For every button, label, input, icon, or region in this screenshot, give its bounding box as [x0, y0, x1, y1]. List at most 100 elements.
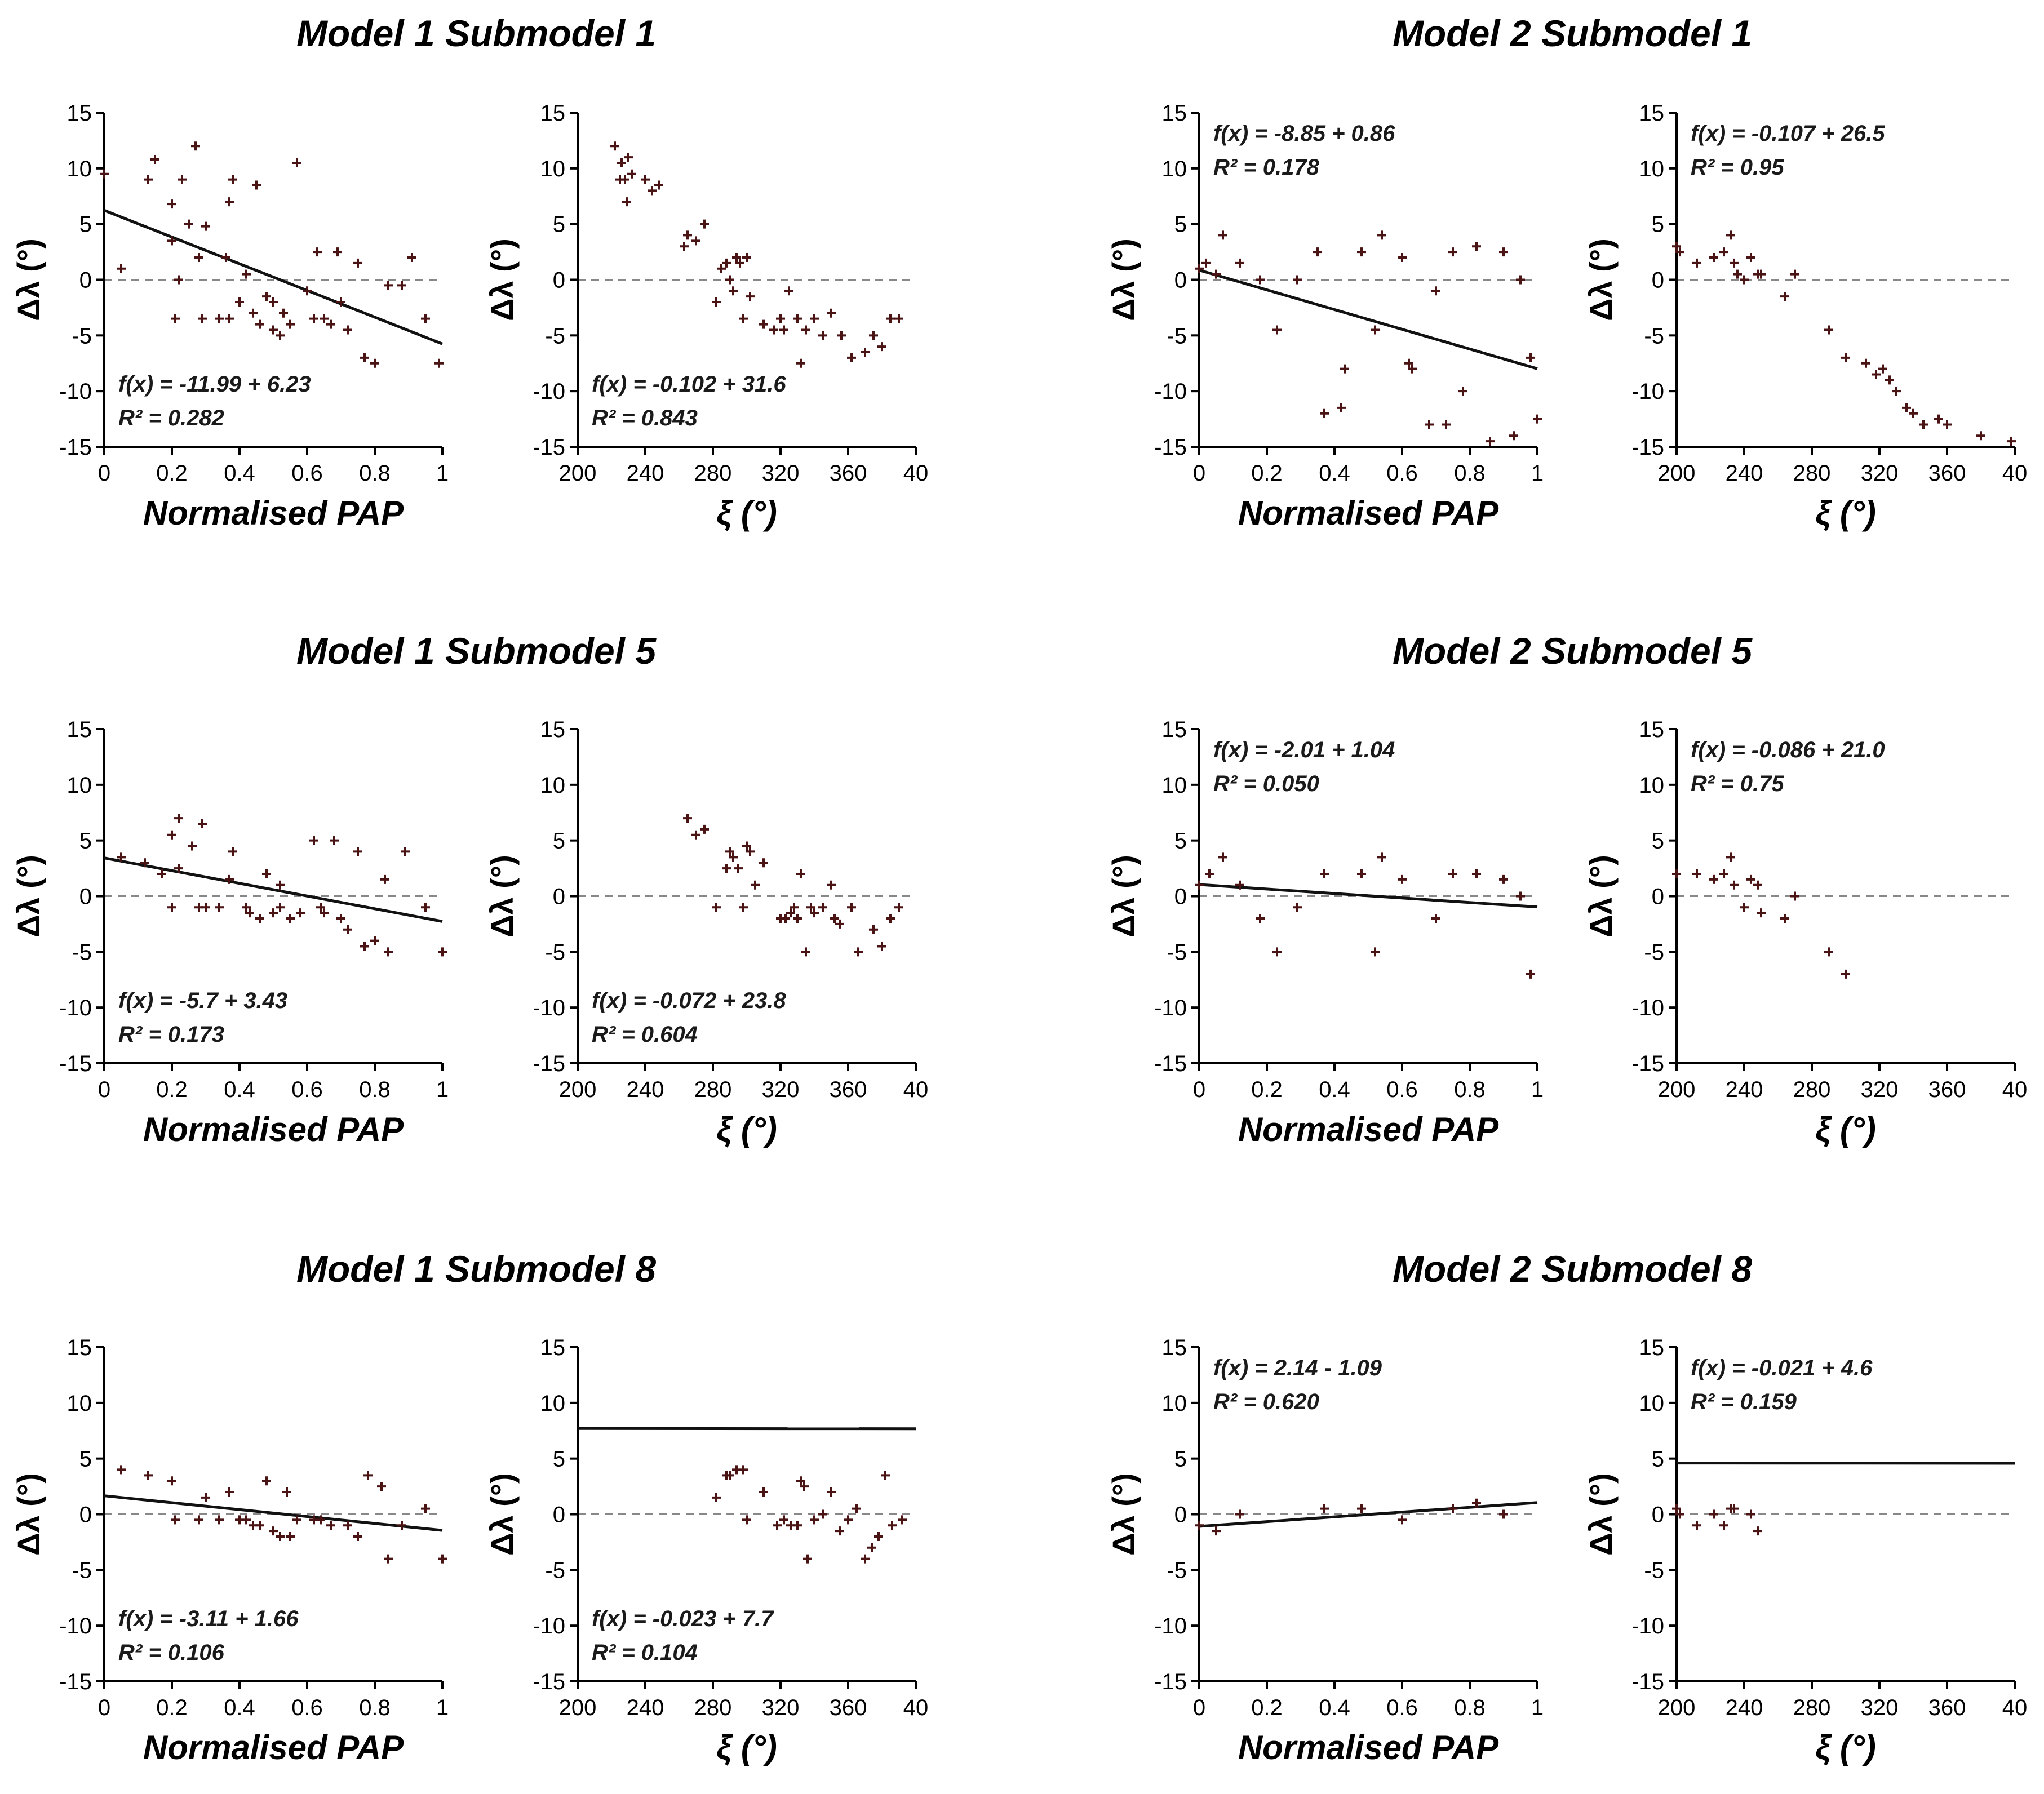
x-tick-label: 0.2: [156, 1695, 188, 1720]
data-point: [781, 914, 790, 923]
data-point: [1824, 947, 1833, 957]
data-point: [746, 847, 755, 856]
y-tick-label: 0: [553, 885, 565, 909]
data-point: [888, 1521, 897, 1530]
data-point: [725, 1471, 734, 1480]
data-point: [835, 1526, 844, 1536]
y-tick-label: -10: [59, 996, 92, 1020]
data-point: [245, 908, 254, 918]
data-point: [363, 1471, 373, 1480]
data-point: [215, 314, 224, 323]
data-point: [282, 1487, 291, 1497]
y-tick-label: 10: [1162, 157, 1187, 181]
x-tick-label: 0.2: [1251, 461, 1283, 486]
panel-title-m1s5: Model 1 Submodel 5: [296, 630, 657, 672]
data-point: [198, 314, 207, 323]
y-tick-label: 15: [1639, 717, 1665, 742]
y-tick-label: -10: [533, 379, 565, 404]
r-squared-label: R² = 0.604: [592, 1022, 698, 1047]
x-tick-label: 320: [1861, 461, 1899, 486]
data-point: [174, 814, 183, 823]
y-tick-label: -5: [72, 323, 92, 348]
data-point: [215, 903, 224, 912]
data-point: [861, 347, 870, 357]
data-point: [1675, 247, 1684, 257]
y-tick-label: 0: [79, 268, 92, 293]
data-point: [221, 252, 230, 262]
data-point: [648, 186, 657, 196]
data-point: [1885, 375, 1894, 385]
x-tick-label: 0.4: [1319, 1695, 1350, 1720]
data-point: [438, 1554, 447, 1564]
y-tick-label: -15: [1631, 1669, 1664, 1694]
data-point: [827, 880, 836, 890]
data-point: [827, 1487, 836, 1497]
x-axis-label: Normalised PAP: [143, 1729, 404, 1766]
panel-title-m1s1: Model 1 Submodel 1: [296, 12, 656, 54]
data-point: [1357, 1504, 1366, 1513]
x-axis-label: Normalised PAP: [143, 1111, 404, 1148]
data-point: [1672, 1504, 1681, 1513]
data-point: [810, 1515, 819, 1525]
y-tick-label: -15: [59, 1669, 92, 1694]
data-point: [1320, 869, 1329, 878]
data-point: [1235, 258, 1244, 268]
y-tick-label: 15: [67, 1335, 92, 1360]
data-point: [847, 353, 856, 362]
y-tick-label: -15: [533, 1669, 565, 1694]
x-tick-label: 240: [1726, 1077, 1763, 1102]
data-point: [194, 1515, 203, 1525]
data-point: [255, 1521, 264, 1530]
y-axis-label: Δλ (°): [1106, 238, 1141, 321]
data-point: [793, 314, 802, 323]
data-point: [1730, 258, 1739, 268]
data-point: [353, 258, 362, 268]
y-tick-label: -10: [1631, 379, 1664, 404]
data-point: [732, 252, 741, 262]
data-point: [803, 1554, 812, 1564]
data-point: [1709, 874, 1718, 884]
y-tick-label: 5: [1174, 1447, 1187, 1472]
data-point: [201, 221, 210, 231]
data-point: [617, 158, 626, 167]
data-point: [784, 286, 793, 296]
x-tick-label: 280: [1793, 1077, 1831, 1102]
data-point: [333, 247, 342, 257]
fit-line: [104, 856, 443, 923]
data-point: [1841, 353, 1850, 362]
x-tick-label: 240: [627, 1695, 664, 1720]
data-point: [1340, 364, 1349, 374]
data-point: [276, 903, 285, 912]
data-point: [167, 199, 176, 209]
x-tick-label: 200: [559, 1695, 597, 1720]
data-point: [1719, 1521, 1728, 1530]
data-point: [1726, 852, 1735, 862]
y-tick-label: -5: [72, 940, 92, 965]
data-point: [1692, 258, 1701, 268]
data-point: [296, 908, 305, 918]
data-point: [1256, 275, 1265, 285]
x-tick-label: 360: [1928, 1077, 1966, 1102]
data-point: [1730, 1504, 1739, 1513]
x-tick-label: 0.4: [224, 461, 255, 486]
y-tick-label: 15: [1162, 101, 1187, 126]
y-tick-label: -10: [59, 1614, 92, 1638]
data-point: [776, 314, 785, 323]
x-tick-label: 0: [1193, 1077, 1205, 1102]
y-tick-label: 0: [79, 885, 92, 909]
y-tick-label: 10: [540, 773, 566, 798]
data-point: [854, 947, 863, 957]
data-point: [1499, 874, 1508, 884]
x-tick-label: 40: [2002, 1695, 2028, 1720]
data-point: [861, 1554, 870, 1564]
x-tick-label: 0.2: [1251, 1077, 1283, 1102]
x-tick-label: 40: [903, 461, 929, 486]
data-point: [1753, 880, 1762, 890]
x-axis-label: Normalised PAP: [1238, 494, 1499, 532]
fit-equation: f(x) = -0.072 + 23.8: [592, 988, 786, 1013]
x-tick-label: 1: [436, 1695, 449, 1720]
data-point: [1526, 969, 1535, 979]
